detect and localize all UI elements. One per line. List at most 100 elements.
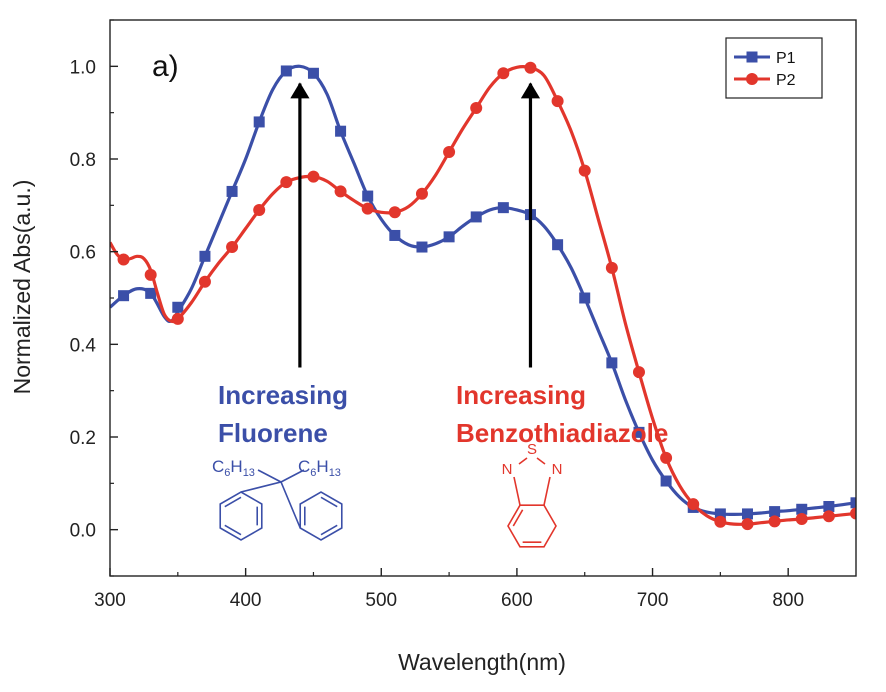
- x-tick-label: 800: [772, 590, 804, 611]
- series-marker-p1: [769, 506, 781, 518]
- series-marker-p2: [253, 203, 266, 216]
- legend-box: [725, 37, 823, 99]
- series-marker-p1: [823, 501, 835, 512]
- series-marker-p2: [850, 507, 856, 520]
- series-marker-p1: [579, 292, 591, 304]
- y-tick-label: 0.0: [70, 521, 96, 542]
- series-marker-p2: [171, 312, 184, 325]
- series-marker-p2: [822, 510, 835, 523]
- series-marker-p1: [145, 287, 157, 299]
- series-marker-p2: [226, 241, 239, 254]
- fluorene-double-bond: [320, 496, 338, 508]
- series-marker-p2: [307, 170, 320, 183]
- series-marker-p2: [280, 176, 293, 189]
- series-marker-p1: [118, 290, 130, 302]
- btd-structure: [507, 457, 557, 548]
- x-tick-label: 500: [365, 590, 397, 611]
- series-marker-p2: [605, 261, 618, 274]
- series-marker-p2: [334, 185, 347, 198]
- x-tick-label: 300: [94, 590, 126, 611]
- panel-label: a): [152, 50, 179, 83]
- legend-marker-p1: [746, 51, 758, 63]
- series-marker-p2: [361, 202, 374, 215]
- series-marker-p2: [578, 164, 591, 177]
- series-marker-p1: [389, 229, 401, 241]
- annotation-fluorene-line1: Increasing: [218, 380, 348, 410]
- x-axis-title: Wavelength(nm): [398, 649, 566, 675]
- btd-atoms: NSN: [502, 441, 563, 478]
- series-marker-p1: [552, 239, 564, 251]
- annotation-btd-line2: Benzothiadiazole: [456, 418, 668, 448]
- series-marker-p1: [741, 508, 753, 520]
- series-group: [110, 61, 856, 531]
- series-marker-p2: [117, 253, 130, 266]
- series-marker-p2: [497, 67, 510, 80]
- series-marker-p1: [253, 116, 265, 128]
- series-marker-p1: [307, 67, 319, 79]
- series-marker-p1: [199, 250, 211, 262]
- fluorene-ring-left: [219, 491, 263, 541]
- series-marker-p2: [198, 275, 211, 288]
- series-marker-p2: [660, 451, 673, 464]
- series-marker-p1: [226, 185, 238, 197]
- series-marker-p2: [714, 515, 727, 528]
- y-axis-title: Normalized Abs(a.u.): [9, 180, 35, 395]
- fluorene-double-bond: [224, 524, 242, 536]
- series-marker-p1: [443, 231, 455, 243]
- fluorene-double-bond: [320, 524, 338, 536]
- fluorene-structure: [219, 469, 343, 541]
- series-marker-p2: [388, 206, 401, 219]
- series-marker-p1: [633, 426, 645, 438]
- y-tick-label: 0.6: [70, 243, 96, 264]
- series-marker-p1: [796, 503, 808, 515]
- series-marker-p2: [768, 515, 781, 528]
- fluorene-ring-right: [299, 491, 343, 541]
- fluorene-bond-left: [257, 469, 282, 483]
- series-marker-p1: [335, 125, 347, 137]
- series-marker-p2: [632, 366, 645, 379]
- fluorene-five-ring: [240, 481, 301, 529]
- fluorene-substituent-right: C6H13: [298, 457, 341, 479]
- series-marker-p1: [416, 241, 428, 253]
- annotations: Increasing Fluorene Increasing Benzothiadia…: [212, 82, 668, 548]
- series-marker-p2: [551, 95, 564, 108]
- series-marker-p2: [795, 513, 808, 526]
- y-tick-label: 0.4: [70, 335, 97, 356]
- plot-area: [110, 61, 856, 531]
- series-marker-p2: [443, 146, 456, 159]
- plot-frame: [109, 19, 857, 577]
- legend-label-p2: P2: [776, 72, 796, 89]
- y-tick-label: 0.2: [70, 428, 96, 449]
- x-tick-label: 400: [230, 590, 262, 611]
- series-marker-p1: [470, 211, 482, 223]
- annotation-fluorene-line2: Fluorene: [218, 418, 328, 448]
- series-marker-p1: [497, 202, 509, 214]
- y-tick-label: 1.0: [70, 57, 96, 78]
- series-marker-p1: [172, 301, 184, 313]
- fluorene-bond-right: [280, 469, 305, 483]
- y-tick-label: 0.8: [70, 150, 96, 171]
- fluorene-double-bond: [224, 496, 242, 508]
- series-marker-p1: [362, 190, 374, 202]
- fluorene-substituents: C6H13 C6H13: [212, 457, 341, 479]
- x-tick-label: 700: [637, 590, 669, 611]
- btd-atom-n-right: N: [552, 461, 563, 478]
- series-marker-p1: [660, 475, 672, 487]
- series-marker-p1: [606, 357, 618, 369]
- btd-bond: [518, 457, 528, 465]
- btd-atom-s: S: [527, 441, 537, 458]
- series-marker-p2: [687, 498, 700, 511]
- series-marker-p2: [144, 268, 157, 281]
- series-marker-p1: [850, 497, 856, 509]
- series-line-p2: [110, 65, 856, 526]
- series-marker-p1: [280, 65, 292, 77]
- btd-bond: [513, 476, 521, 506]
- series-marker-p2: [470, 102, 483, 115]
- btd-atom-n-left: N: [502, 461, 513, 478]
- series-marker-p2: [524, 61, 537, 74]
- series-marker-p2: [741, 518, 754, 531]
- series-marker-p1: [714, 508, 726, 520]
- legend-label-p1: P1: [776, 50, 796, 67]
